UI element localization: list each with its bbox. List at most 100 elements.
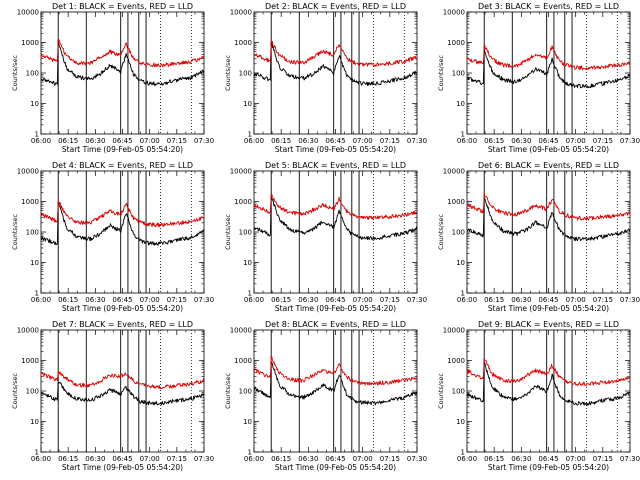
y-axis-label: Counts/sec [224,214,232,250]
plot-frame [466,11,631,135]
plot-frame [253,11,418,135]
x-tick-label: 07:00 [140,137,160,145]
x-tick-label: 07:00 [566,455,586,463]
plot-frame [253,329,418,453]
y-tick-label: 100 [26,229,39,237]
events-series-line [253,196,418,241]
plot-frame [40,170,205,294]
x-tick-label: 07:15 [380,455,400,463]
y-tick-label: 1 [35,449,39,457]
x-tick-label: 07:30 [620,137,640,145]
detector-panel-5: 1 10 100 1000 10000 06:00 06:15 06:30 06:45 07:00… [224,161,427,313]
lld-series-line [466,357,631,387]
lld-series-line [253,40,418,68]
x-tick-label: 06:30 [511,137,531,145]
y-tick-label: 10000 [17,168,39,176]
x-tick-label: 07:00 [140,455,160,463]
lld-series-line [40,39,205,68]
x-tick-label: 07:00 [353,137,373,145]
lld-series-line [253,193,418,221]
detector-panel-7: 1 10 100 1000 10000 06:00 06:15 06:30 06:45 07:00… [11,320,214,472]
x-tick-label: 06:45 [112,455,132,463]
y-tick-label: 100 [239,70,252,78]
lld-series-line [466,44,631,71]
panel-title: Det 5: BLACK = Events, RED = LLD [265,161,406,170]
x-tick-label: 06:15 [58,455,78,463]
x-tick-label: 07:15 [167,137,187,145]
x-tick-label: 07:30 [407,455,427,463]
detector-panel-6: 1 10 100 1000 10000 06:00 06:15 06:30 06:45 07:00… [437,161,640,313]
x-tick-label: 06:15 [271,296,291,304]
x-tick-label: 06:00 [244,296,264,304]
y-tick-label: 10 [243,259,252,267]
y-tick-label: 10000 [17,327,39,335]
y-tick-label: 1 [461,290,465,298]
x-tick-label: 07:15 [380,296,400,304]
panel-title: Det 8: BLACK = Events, RED = LLD [265,320,406,329]
y-tick-label: 1000 [21,198,39,206]
y-tick-label: 1 [248,290,252,298]
y-tick-label: 10 [30,259,39,267]
x-tick-label: 07:30 [620,455,640,463]
x-tick-label: 06:00 [244,455,264,463]
x-tick-label: 06:45 [325,137,345,145]
x-tick-label: 06:00 [457,296,477,304]
panel-title: Det 9: BLACK = Events, RED = LLD [478,320,619,329]
events-series-line [253,361,417,406]
y-axis-label: Counts/sec [224,373,232,409]
x-axis-label: Start Time (09-Feb-05 05:54:20) [62,463,183,472]
y-tick-label: 10000 [443,9,465,17]
panel-title: Det 4: BLACK = Events, RED = LLD [52,161,193,170]
y-tick-label: 10000 [230,168,252,176]
y-tick-label: 1000 [447,198,465,206]
y-tick-label: 10 [456,259,465,267]
y-tick-label: 10 [456,100,465,108]
y-tick-label: 100 [452,70,465,78]
x-tick-label: 06:00 [31,137,51,145]
x-tick-label: 06:15 [271,455,291,463]
x-tick-label: 06:00 [31,455,51,463]
x-axis-label: Start Time (09-Feb-05 05:54:20) [275,145,396,154]
y-axis-label: Counts/sec [11,373,19,409]
events-series-line [466,197,631,242]
events-series-line [253,41,418,86]
plot-frame [253,170,418,294]
x-axis-label: Start Time (09-Feb-05 05:54:20) [488,463,609,472]
y-tick-label: 10000 [443,327,465,335]
x-axis-label: Start Time (09-Feb-05 05:54:20) [488,304,609,313]
y-tick-label: 10 [456,418,465,426]
x-tick-label: 06:30 [298,296,318,304]
x-tick-label: 06:00 [457,455,477,463]
x-tick-label: 06:00 [244,137,264,145]
y-tick-label: 1000 [21,39,39,47]
x-axis-label: Start Time (09-Feb-05 05:54:20) [62,145,183,154]
panel-title: Det 2: BLACK = Events, RED = LLD [265,2,406,11]
y-tick-label: 1 [248,131,252,139]
x-tick-label: 06:30 [298,137,318,145]
lld-series-line [40,370,205,390]
events-series-line [466,48,631,89]
y-axis-label: Counts/sec [437,214,445,250]
x-tick-label: 07:15 [167,455,187,463]
x-tick-label: 06:45 [325,455,345,463]
x-tick-label: 07:30 [194,137,214,145]
x-tick-label: 06:15 [58,296,78,304]
y-tick-label: 10000 [443,168,465,176]
detector-panel-3: 1 10 100 1000 10000 06:00 06:15 06:30 06:45 07:00… [437,2,640,154]
y-axis-label: Counts/sec [224,55,232,91]
x-tick-label: 07:00 [353,455,373,463]
y-tick-label: 10000 [17,9,39,17]
events-series-line [40,39,205,86]
x-tick-label: 06:00 [31,296,51,304]
x-axis-label: Start Time (09-Feb-05 05:54:20) [488,145,609,154]
detector-panel-9: 1 10 100 1000 10000 06:00 06:15 06:30 06:45 07:00… [437,320,640,472]
lld-series-line [40,201,205,228]
detector-panel-2: 1 10 100 1000 10000 06:00 06:15 06:30 06:45 07:00… [224,2,427,154]
y-tick-label: 1000 [234,198,252,206]
y-tick-label: 100 [452,388,465,396]
y-tick-label: 100 [239,229,252,237]
y-axis-label: Counts/sec [11,55,19,91]
x-tick-label: 07:15 [380,137,400,145]
y-tick-label: 1 [35,290,39,298]
